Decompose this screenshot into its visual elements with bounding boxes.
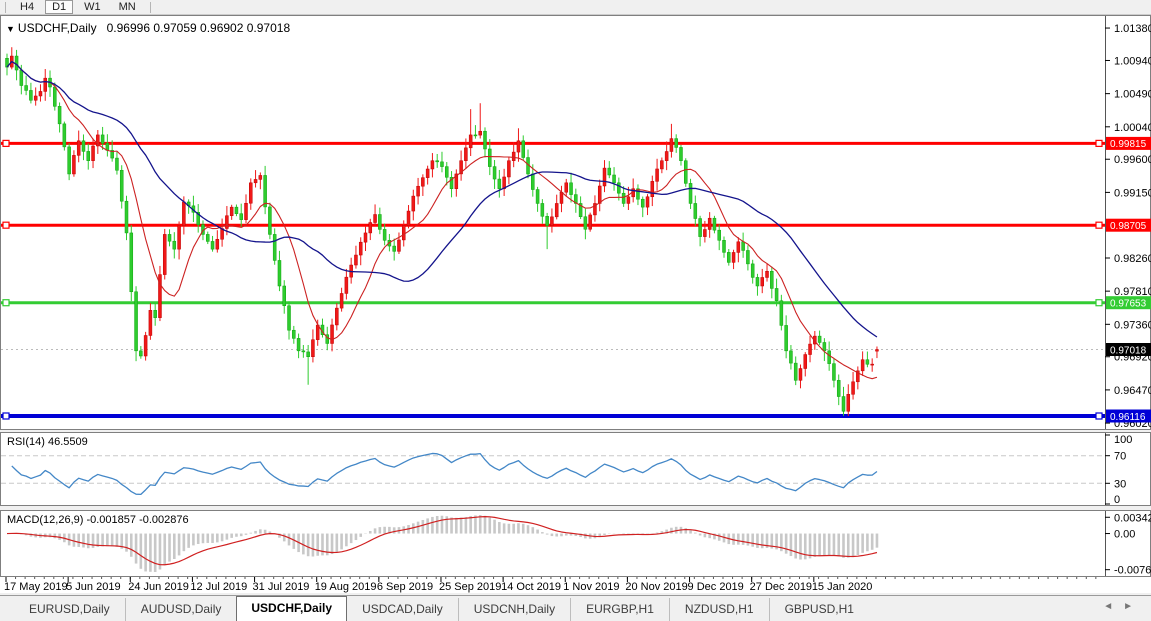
chart-title: ▼ USDCHF,Daily 0.96996 0.97059 0.96902 0.9… xyxy=(6,21,290,35)
rsi-canvas[interactable]: 100 70 30 0 xyxy=(1,433,1151,505)
price-tag-0.99815: 0.99815 xyxy=(1106,136,1151,150)
rsi-indicator-label: RSI(14) 46.5509 xyxy=(7,436,88,448)
chart-tabs-bar: EURUSD,Daily AUDUSD,Daily USDCHF,Daily USDC… xyxy=(0,595,1151,621)
chart-tab-eurusd-daily[interactable]: EURUSD,Daily xyxy=(29,602,110,616)
tabs-scroll-nav: ◄► xyxy=(1103,601,1143,612)
timeframe-button-d1[interactable]: D1 xyxy=(45,0,74,14)
date-label: 25 Sep 2019 xyxy=(439,581,501,593)
price-axis-label: 0.97360 xyxy=(1114,319,1151,331)
price-axis-label: 0.99600 xyxy=(1114,154,1151,166)
date-label: 9 Dec 2019 xyxy=(688,581,744,593)
chart-tab-gbpusd-h1[interactable]: GBPUSD,H1 xyxy=(768,598,869,621)
svg-text:0.96116: 0.96116 xyxy=(1110,412,1146,423)
price-axis-label: 0.97810 xyxy=(1114,286,1151,298)
chart-symbol: USDCHF,Daily xyxy=(17,21,97,35)
symbol-dropdown-icon[interactable]: ▼ xyxy=(6,24,15,34)
price-axis-label: 0.99150 xyxy=(1114,187,1151,199)
timeframe-button-w1[interactable]: W1 xyxy=(84,1,101,13)
macd-axis-label: 0.003428 xyxy=(1114,512,1151,524)
time-axis[interactable]: 17 May 2019 5 Jun 2019 24 Jun 2019 12 Jul 2… xyxy=(0,577,1151,593)
date-label: 19 Aug 2019 xyxy=(315,581,377,593)
date-label: 5 Jun 2019 xyxy=(66,581,120,593)
macd-indicator-label: MACD(12,26,9) -0.001857 -0.002876 xyxy=(7,514,189,526)
chart-tab-nzdusd-h1[interactable]: NZDUSD,H1 xyxy=(668,598,769,621)
date-label: 12 Jul 2019 xyxy=(190,581,247,593)
rsi-axis-label: 100 xyxy=(1114,434,1132,446)
svg-text:0.97018: 0.97018 xyxy=(1110,345,1147,356)
current-price-tag: 0.97018 xyxy=(1106,343,1151,356)
date-label: 27 Dec 2019 xyxy=(750,581,812,593)
panel-divider[interactable] xyxy=(0,506,1151,510)
chart-tab-audusd-daily[interactable]: AUDUSD,Daily xyxy=(124,598,237,621)
price-tag-0.98705: 0.98705 xyxy=(1106,218,1151,232)
chart-tab-usdchf-daily[interactable]: USDCHF,Daily xyxy=(236,596,348,621)
chart-tab-eurgbp-h1[interactable]: EURGBP,H1 xyxy=(570,598,669,621)
macd-canvas[interactable]: 0.003428 0.00 -0.007615 xyxy=(1,511,1151,576)
price-tag-0.97653: 0.97653 xyxy=(1106,296,1151,310)
toolbar-separator xyxy=(149,1,151,13)
date-label: 24 Jun 2019 xyxy=(128,581,189,593)
price-axis-label: 0.96470 xyxy=(1114,385,1151,397)
rsi-panel[interactable]: 100 70 30 0 xyxy=(0,432,1151,506)
timeframe-button-mn[interactable]: MN xyxy=(118,1,136,13)
macd-axis-label: 0.00 xyxy=(1114,529,1135,541)
macd-panel[interactable]: 0.003428 0.00 -0.007615 xyxy=(0,510,1151,577)
date-label: 14 Oct 2019 xyxy=(501,581,561,593)
date-label: 1 Nov 2019 xyxy=(563,581,619,593)
price-axis-label: 1.00940 xyxy=(1114,55,1151,67)
price-axis-label: 0.96020 xyxy=(1114,418,1151,429)
tabs-scroll-left-icon[interactable]: ◄ xyxy=(1103,601,1124,612)
price-axis-label: 1.00490 xyxy=(1114,89,1151,101)
svg-text:0.97653: 0.97653 xyxy=(1110,299,1147,310)
candles-series xyxy=(5,47,879,416)
main-chart-canvas[interactable]: 1.01380 1.00940 1.00490 1.00040 0.99600 0.991… xyxy=(1,16,1151,429)
date-label: 20 Nov 2019 xyxy=(625,581,687,593)
main-chart-panel[interactable]: 1.01380 1.00940 1.00490 1.00040 0.99600 0.991… xyxy=(0,15,1151,430)
svg-text:0.99815: 0.99815 xyxy=(1110,139,1147,150)
date-label: 17 May 2019 xyxy=(4,581,68,593)
timeframe-toolbar: H4 D1 W1 MN xyxy=(0,0,1151,15)
date-label: 15 Jan 2020 xyxy=(812,581,873,593)
price-tag-0.96116: 0.96116 xyxy=(1106,409,1151,423)
toolbar-grip[interactable] xyxy=(5,1,6,13)
price-axis-label: 1.01380 xyxy=(1114,23,1151,35)
rsi-axis-label: 30 xyxy=(1114,478,1126,490)
panel-divider[interactable] xyxy=(0,430,1151,432)
tabs-scroll-right-icon[interactable]: ► xyxy=(1123,601,1143,612)
macd-axis-label: -0.007615 xyxy=(1114,565,1151,576)
date-label: 31 Jul 2019 xyxy=(253,581,310,593)
chart-tab-usdcad-daily[interactable]: USDCAD,Daily xyxy=(362,602,443,616)
price-axis-label: 0.98260 xyxy=(1114,253,1151,265)
date-label: 6 Sep 2019 xyxy=(377,581,433,593)
price-axis-label: 1.00040 xyxy=(1114,122,1151,134)
timeframe-button-h4[interactable]: H4 xyxy=(20,1,35,13)
rsi-axis-label: 0 xyxy=(1114,494,1120,505)
svg-text:0.98705: 0.98705 xyxy=(1110,221,1147,232)
chart-ohlc-readout: 0.96996 0.97059 0.96902 0.97018 xyxy=(106,21,291,35)
chart-tab-usdcnh-daily[interactable]: USDCNH,Daily xyxy=(457,598,570,621)
rsi-axis-label: 70 xyxy=(1114,451,1126,463)
